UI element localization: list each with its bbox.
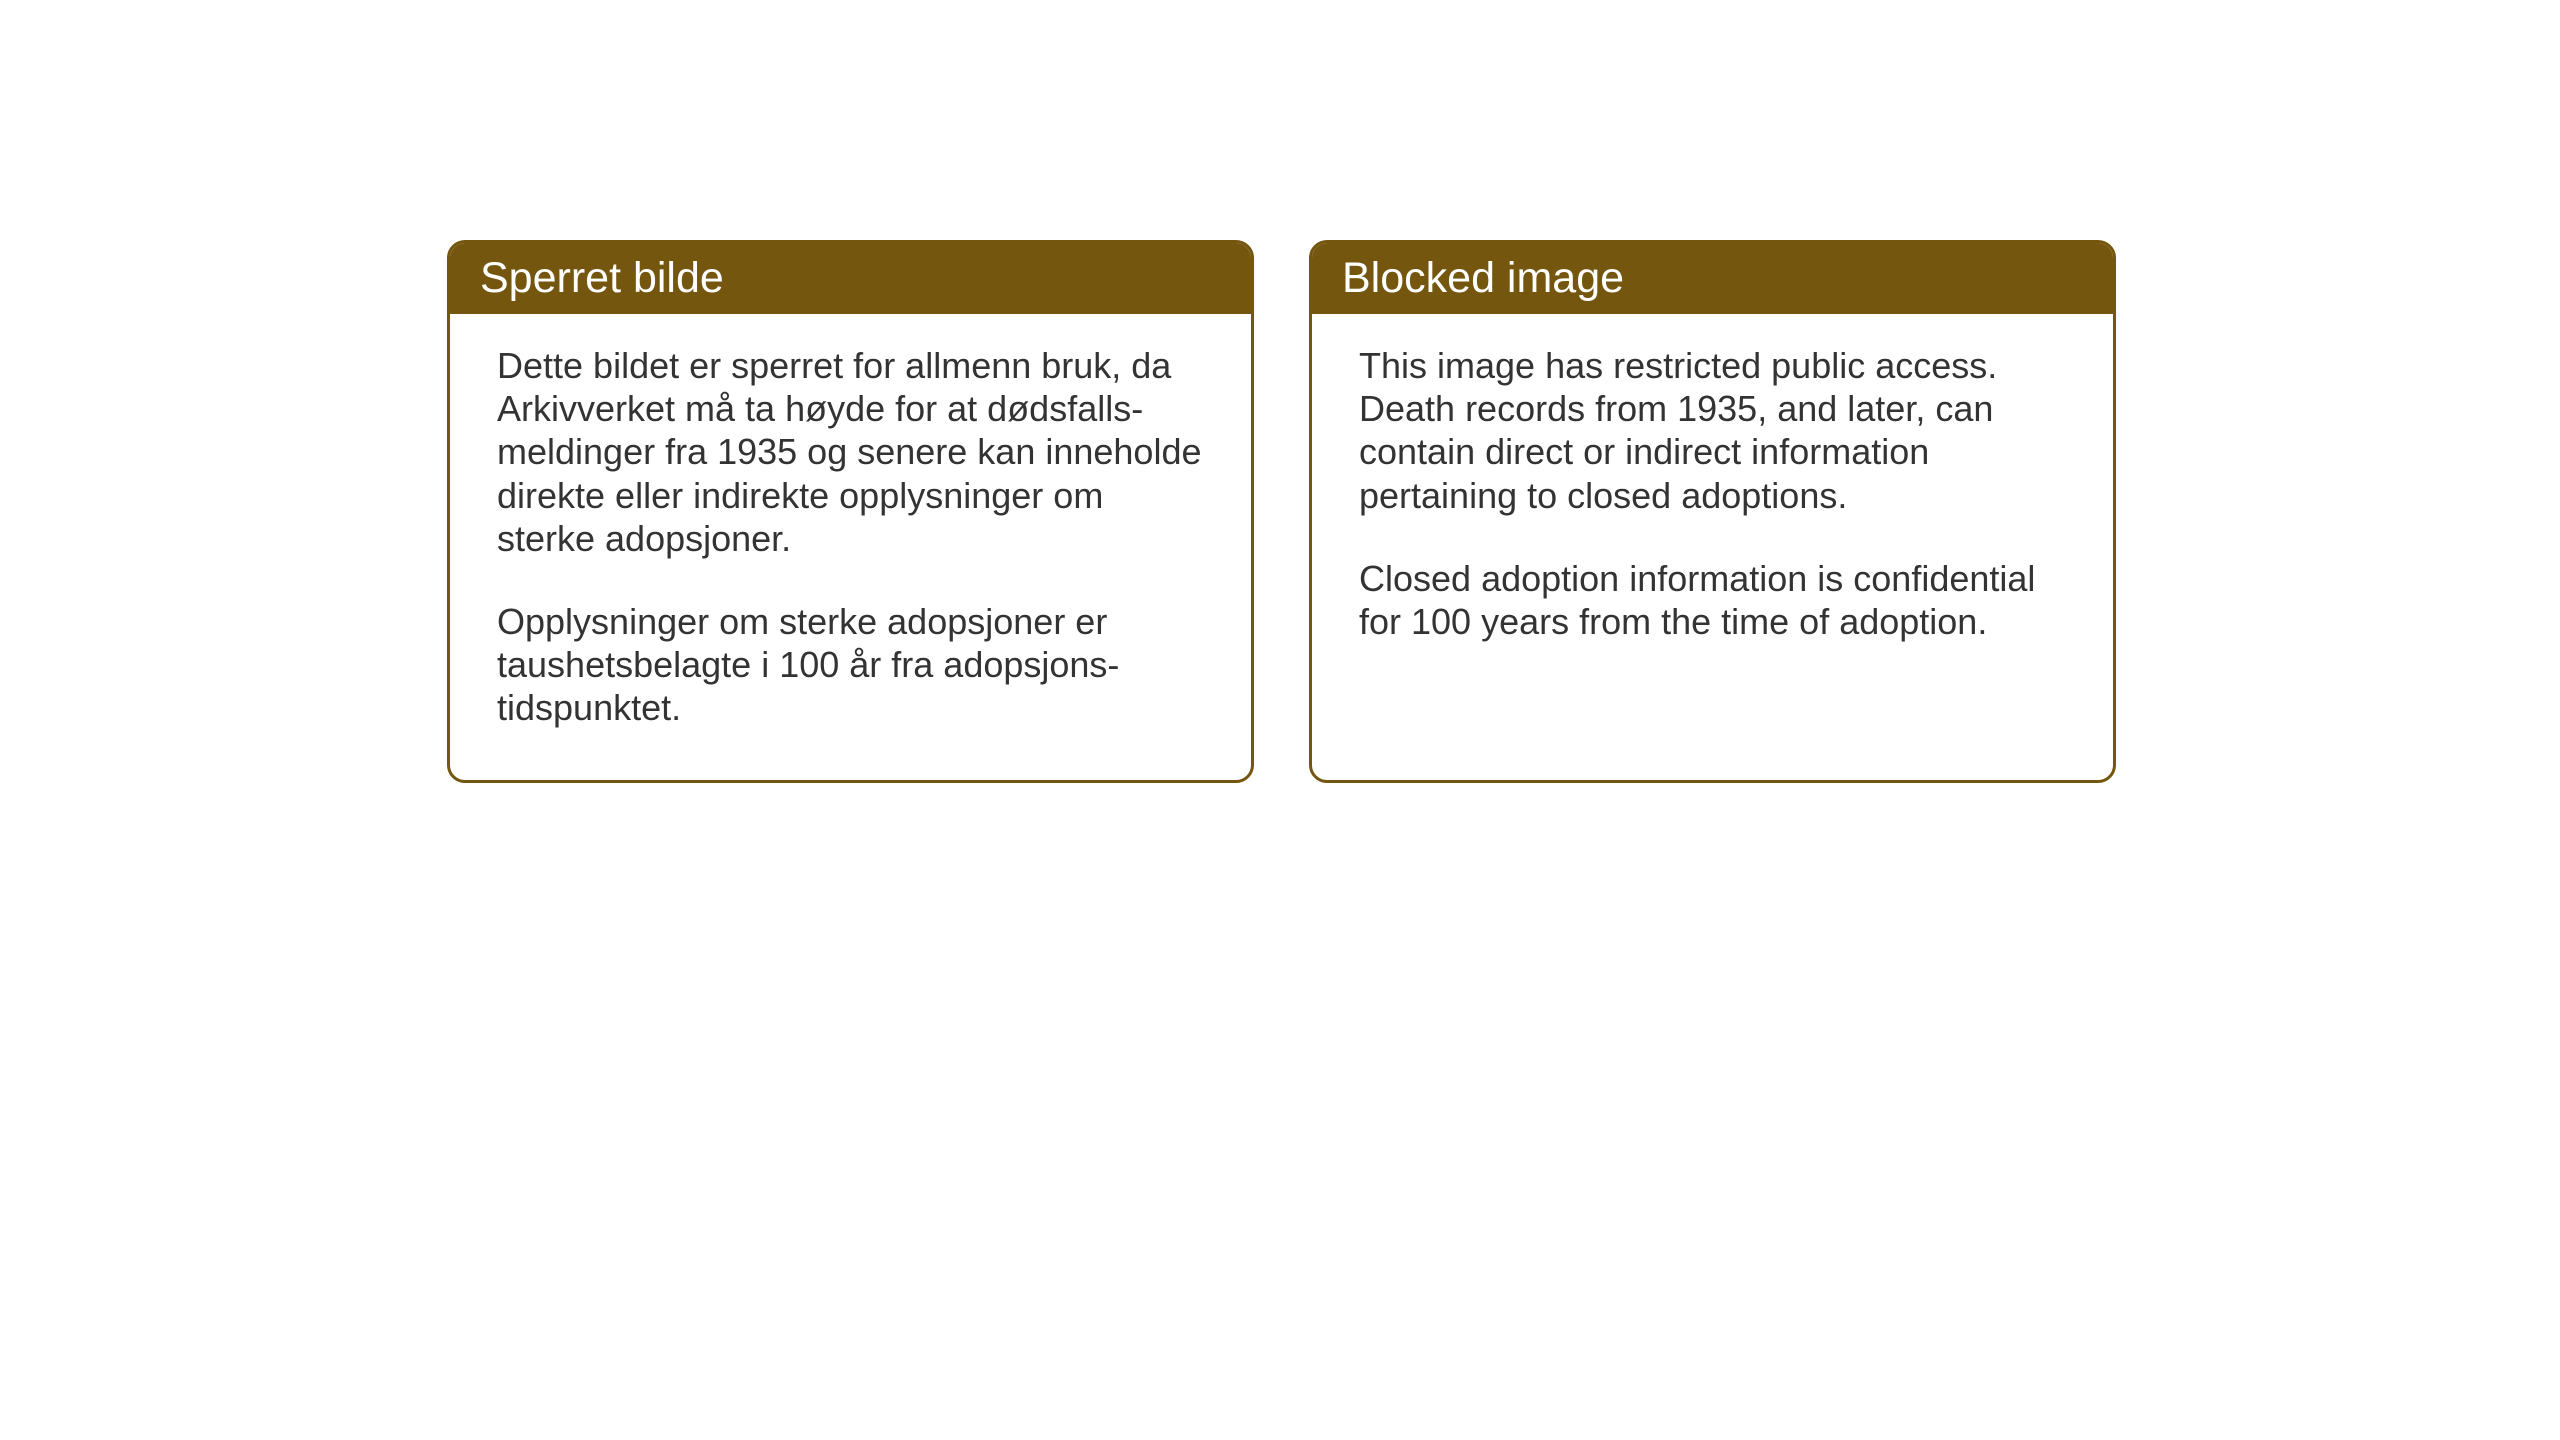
notice-paragraph-2-norwegian: Opplysninger om sterke adopsjoner er tau… — [497, 600, 1204, 730]
notice-box-norwegian: Sperret bilde Dette bildet er sperret fo… — [447, 240, 1254, 783]
notice-paragraph-2-english: Closed adoption information is confident… — [1359, 557, 2066, 643]
notice-header-norwegian: Sperret bilde — [450, 243, 1251, 314]
notice-body-english: This image has restricted public access.… — [1312, 314, 2113, 693]
notice-header-english: Blocked image — [1312, 243, 2113, 314]
notices-container: Sperret bilde Dette bildet er sperret fo… — [447, 240, 2116, 783]
notice-title-english: Blocked image — [1342, 254, 1624, 302]
notice-title-norwegian: Sperret bilde — [480, 254, 724, 302]
notice-paragraph-1-english: This image has restricted public access.… — [1359, 344, 2066, 517]
notice-body-norwegian: Dette bildet er sperret for allmenn bruk… — [450, 314, 1251, 780]
notice-box-english: Blocked image This image has restricted … — [1309, 240, 2116, 783]
notice-paragraph-1-norwegian: Dette bildet er sperret for allmenn bruk… — [497, 344, 1204, 560]
